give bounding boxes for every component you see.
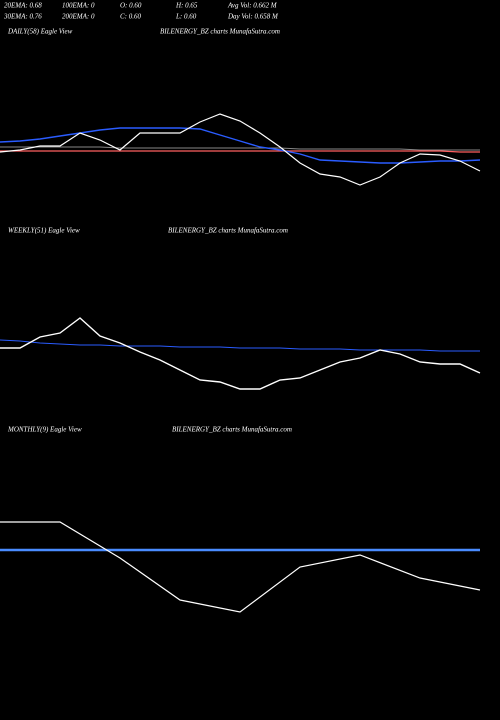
chart-subtitle: BILENERGY_BZ charts MunafaSutra.com: [172, 426, 292, 434]
series-line: [0, 146, 480, 151]
series-line: [0, 317, 481, 390]
header-stat: H: 0.65: [175, 2, 198, 10]
chart-title: MONTHLY(9) Eagle View: [7, 426, 82, 434]
header-stat: L: 0.60: [175, 13, 197, 21]
header-stat: 20EMA: 0.68: [4, 2, 42, 10]
header-stat: Day Vol: 0.658 M: [227, 13, 279, 21]
series-line: [0, 127, 481, 164]
header-stat: 30EMA: 0.76: [3, 13, 42, 21]
header: 20EMA: 0.68 100EMA: 0 O: 0.60 H: 0.65 Av…: [3, 2, 279, 21]
header-stat: C: 0.60: [120, 13, 142, 21]
chart-subtitle: BILENERGY_BZ charts MunafaSutra.com: [160, 28, 280, 36]
series-line: [0, 150, 480, 153]
header-stat: 200EMA: 0: [62, 13, 95, 21]
header-stat: Avg Vol: 0.662 M: [227, 2, 278, 10]
series-line: [0, 113, 481, 186]
chart-title: WEEKLY(51) Eagle View: [8, 227, 80, 235]
header-stat: 100EMA: 0: [62, 2, 95, 10]
chart-title: DAILY(58) Eagle View: [7, 28, 73, 36]
header-stat: O: 0.60: [120, 2, 142, 10]
series-line: [0, 339, 480, 352]
series-line: [0, 521, 481, 613]
chart-subtitle: BILENERGY_BZ charts MunafaSutra.com: [168, 227, 288, 235]
